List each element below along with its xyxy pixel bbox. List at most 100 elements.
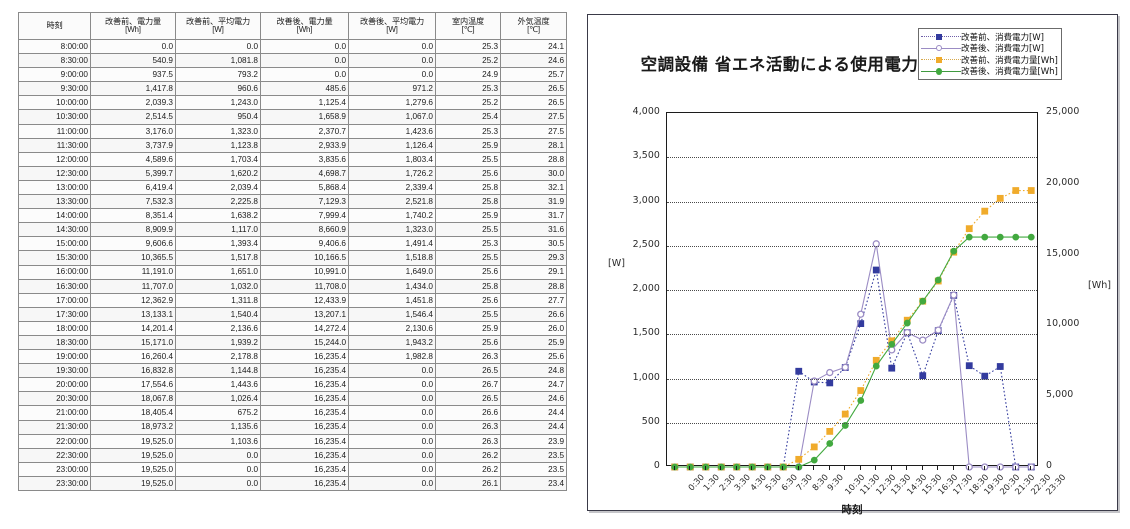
x-axis-tick-mark <box>735 466 737 470</box>
table-row[interactable]: 10:30:00 2,514.5 950.4 1,658.9 1,067.0 25.4 27… <box>18 109 567 125</box>
table-cell: 1,803.4 <box>348 151 436 167</box>
table-row[interactable]: 8:00:00 0.0 0.0 0.0 0.0 25.3 24.1 <box>18 38 567 55</box>
table-cell: 11:30:00 <box>18 137 91 153</box>
table-cell: 23.5 <box>500 461 567 477</box>
table-cell: 31.6 <box>500 222 567 238</box>
table-cell: 16,235.4 <box>260 447 349 463</box>
table-row[interactable]: 21:30:00 18,973.2 1,135.6 16,235.4 0.0 26.3 24… <box>18 419 567 435</box>
table-cell: 26.3 <box>435 349 501 365</box>
table-cell: 16,235.4 <box>260 377 349 393</box>
table-cell: 26.5 <box>435 363 501 379</box>
table-cell: 16,235.4 <box>260 405 349 421</box>
table-cell: 16,235.4 <box>260 363 349 379</box>
table-row[interactable]: 12:30:00 5,399.7 1,620.2 4,698.7 1,726.2 25.6… <box>18 165 567 181</box>
table-cell: 25.6 <box>500 349 567 365</box>
table-cell: 9,606.6 <box>90 236 176 252</box>
chart-gridline <box>667 290 1037 291</box>
table-row[interactable]: 23:00:00 19,525.0 0.0 16,235.4 0.0 26.2 23.5 <box>18 461 567 477</box>
x-axis-tick-mark <box>782 466 784 470</box>
table-row[interactable]: 15:00:00 9,606.6 1,393.4 9,406.6 1,491.4 25.3… <box>18 236 567 252</box>
chart-gridline <box>667 378 1037 380</box>
chart-data-point <box>702 463 710 471</box>
table-row[interactable]: 22:30:00 19,525.0 0.0 16,235.4 0.0 26.2 23.5 <box>18 447 567 463</box>
table-cell: 23.4 <box>500 475 567 492</box>
table-cell: 2,039.3 <box>90 95 176 111</box>
table-cell: 18:00:00 <box>18 320 91 336</box>
table-row[interactable]: 10:00:00 2,039.3 1,243.0 1,125.4 1,279.6 25.2… <box>18 95 567 111</box>
x-axis-tick-mark <box>813 466 815 470</box>
table-cell: 3,737.9 <box>90 137 176 153</box>
y-axis-left-unit-label: [W] <box>608 258 625 269</box>
table-cell: 25.5 <box>435 306 501 322</box>
table-cell: 25.6 <box>435 334 501 351</box>
table-row[interactable]: 8:30:00 540.9 1,081.8 0.0 0.0 25.2 24.6 <box>18 53 567 69</box>
table-cell: 3,176.0 <box>90 123 176 139</box>
table-cell: 15:00:00 <box>18 236 91 252</box>
table-row[interactable]: 9:30:00 1,417.8 960.6 485.6 971.2 25.3 26.5 <box>18 81 567 97</box>
chart-data-point <box>996 363 1004 370</box>
table-row[interactable]: 14:30:00 8,909.9 1,117.0 8,660.9 1,323.0 25.5… <box>18 222 567 238</box>
table-row[interactable]: 14:00:00 8,351.4 1,638.2 7,999.4 1,740.2 25.9… <box>18 208 567 224</box>
y-axis-right-tick-label: 15,000 <box>1046 247 1080 259</box>
table-row[interactable]: 20:00:00 17,554.6 1,443.6 16,235.4 0.0 26.7 24… <box>18 377 567 393</box>
table-row[interactable]: 16:00:00 11,191.0 1,651.0 10,991.0 1,649.0 25… <box>18 264 567 280</box>
table-row[interactable]: 11:30:00 3,737.9 1,123.8 2,933.9 1,126.4 25.9… <box>18 137 567 153</box>
x-axis-label: 時刻 <box>841 504 863 516</box>
table-cell: 6,419.4 <box>90 179 176 196</box>
table-cell: 1,491.4 <box>348 236 436 252</box>
table-cell: 19:30:00 <box>18 363 91 379</box>
chart-data-point <box>826 427 834 435</box>
y-axis-right-tick-label: 0 <box>1046 460 1053 471</box>
table-cell: 25.8 <box>435 194 501 210</box>
x-axis-tick-mark <box>689 466 691 470</box>
table-row[interactable]: 13:30:00 7,532.3 2,225.8 7,129.3 2,521.8 25.8… <box>18 194 567 210</box>
legend-item[interactable]: 改善前、消費電力量[Wh] <box>921 54 1058 66</box>
table-row[interactable]: 20:30:00 18,067.8 1,026.4 16,235.4 0.0 26.5 24… <box>18 391 567 407</box>
table-row[interactable]: 18:30:00 15,171.0 1,939.2 15,244.0 1,943.2 25… <box>18 334 567 351</box>
chart-data-point <box>981 463 989 471</box>
table-row[interactable]: 22:00:00 19,525.0 1,103.6 16,235.4 0.0 26.3 23… <box>18 433 567 449</box>
chart-data-point <box>857 397 865 404</box>
table-row[interactable]: 16:30:00 11,707.0 1,032.0 11,708.0 1,434.0 25… <box>18 278 567 294</box>
table-cell: 7,999.4 <box>260 208 349 224</box>
table-cell: 26.3 <box>435 433 501 449</box>
table-cell: 24.8 <box>500 363 567 379</box>
chart-data-point <box>872 266 880 274</box>
legend-item[interactable]: 改善前、消費電力[W] <box>921 31 1058 43</box>
chart-data-point <box>810 456 818 464</box>
table-row[interactable]: 21:00:00 18,405.4 675.2 16,235.4 0.0 26.6 24.4 <box>18 405 567 421</box>
table-cell: 25.9 <box>500 334 567 351</box>
table-row[interactable]: 17:00:00 12,362.9 1,311.8 12,433.9 1,451.8 25… <box>18 292 567 308</box>
legend-item[interactable]: 改善後、消費電力量[Wh] <box>921 66 1058 77</box>
table-row[interactable]: 18:00:00 14,201.4 2,136.6 14,272.4 2,130.6 25… <box>18 320 567 336</box>
x-axis-tick-mark <box>952 466 954 470</box>
table-cell: 2,514.5 <box>90 109 176 125</box>
table-row[interactable]: 13:00:00 6,419.4 2,039.4 5,868.4 2,339.4 25.8… <box>18 179 567 196</box>
legend-item[interactable]: 改善後、消費電力[W] <box>921 43 1058 54</box>
table-cell: 0.0 <box>90 38 176 55</box>
table-cell: 16,235.4 <box>260 433 349 449</box>
table-cell: 12:00:00 <box>18 151 91 167</box>
table-cell: 27.5 <box>500 123 567 139</box>
table-row[interactable]: 15:30:00 10,365.5 1,517.8 10,166.5 1,518.8 25… <box>18 250 567 266</box>
table-row[interactable]: 19:00:00 16,260.4 2,178.8 16,235.4 1,982.8 26… <box>18 349 567 365</box>
table-cell: 2,933.9 <box>260 137 349 153</box>
table-cell: 26.1 <box>435 475 501 492</box>
table-cell: 0.0 <box>260 53 349 69</box>
table-cell: 18,405.4 <box>90 405 176 421</box>
chart-data-point <box>841 410 849 418</box>
table-row[interactable]: 19:30:00 16,832.8 1,144.8 16,235.4 0.0 26.5 24… <box>18 363 567 379</box>
chart-data-point <box>810 443 818 451</box>
table-row[interactable]: 12:00:00 4,589.6 1,703.4 3,835.6 1,803.4 25.5… <box>18 151 567 167</box>
table-cell: 0.0 <box>348 447 436 463</box>
table-row[interactable]: 9:00:00 937.5 793.2 0.0 0.0 24.9 25.7 <box>18 67 567 83</box>
table-row[interactable]: 11:00:00 3,176.0 1,323.0 2,370.7 1,423.6 25.3… <box>18 123 567 139</box>
table-row[interactable]: 23:30:00 19,525.0 0.0 16,235.4 0.0 26.1 23.4 <box>18 475 567 492</box>
y-axis-left-tick-label: 2,000 <box>632 283 660 294</box>
measurement-data-table-panel: 時刻 改善前、電力量 [Wh] 改善前、平均電力 [W] 改善後、電力量 [Wh] 改善後、平… <box>18 12 567 492</box>
chart-data-point <box>965 233 973 241</box>
table-row[interactable]: 17:30:00 13,133.1 1,540.4 13,207.1 1,546.4 25… <box>18 306 567 322</box>
table-cell: 32.1 <box>500 179 567 196</box>
chart-data-point <box>1027 463 1035 471</box>
chart-data-point <box>888 337 896 345</box>
